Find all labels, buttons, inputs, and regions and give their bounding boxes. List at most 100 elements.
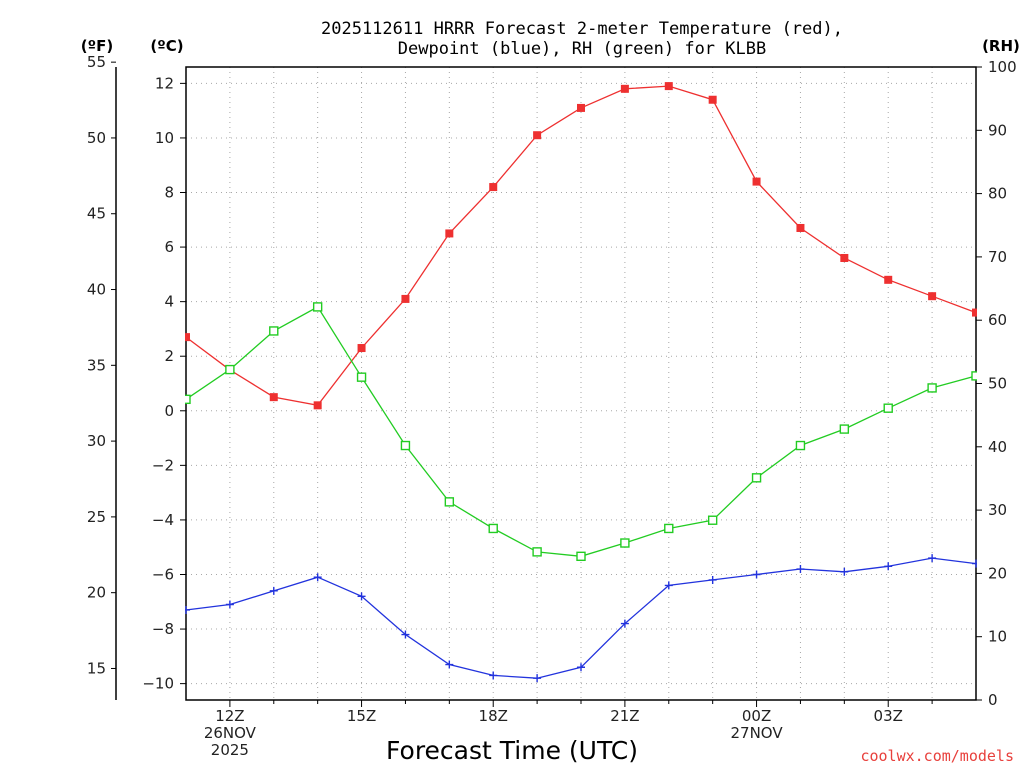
data-point bbox=[225, 600, 234, 609]
data-point bbox=[445, 229, 454, 238]
fahrenheit-tick-label: 40 bbox=[87, 281, 106, 299]
data-point bbox=[444, 497, 455, 507]
rh-tick-label: 30 bbox=[988, 501, 1007, 519]
x-tick-label: 26NOV bbox=[204, 724, 257, 742]
fahrenheit-axis-unit-label: (ºF) bbox=[81, 37, 113, 55]
data-point bbox=[927, 383, 937, 393]
data-point bbox=[796, 565, 805, 574]
x-tick-label: 00Z bbox=[742, 707, 771, 725]
rh-tick-label: 20 bbox=[988, 564, 1007, 582]
celsius-tick-label: 6 bbox=[164, 238, 174, 256]
data-point bbox=[269, 326, 279, 336]
data-point bbox=[400, 440, 411, 451]
plot-frame bbox=[185, 66, 977, 701]
series-line bbox=[185, 306, 977, 557]
celsius-tick-label: 2 bbox=[164, 347, 174, 365]
data-point bbox=[751, 473, 762, 483]
data-point bbox=[401, 630, 410, 639]
rh-tick-label: 100 bbox=[988, 58, 1017, 76]
data-point bbox=[357, 344, 366, 353]
series-2-meter-temperature bbox=[185, 82, 977, 410]
data-point bbox=[401, 294, 410, 303]
data-point bbox=[664, 82, 673, 91]
data-point bbox=[884, 275, 893, 284]
x-tick-label: 12Z bbox=[215, 707, 244, 725]
celsius-tick-label: −2 bbox=[152, 456, 174, 474]
data-point bbox=[752, 570, 761, 579]
data-point bbox=[312, 302, 323, 312]
rh-tick-label: 60 bbox=[988, 311, 1007, 329]
series-line bbox=[185, 557, 977, 679]
x-axis-title: Forecast Time (UTC) bbox=[386, 736, 638, 765]
data-point bbox=[269, 393, 278, 402]
data-point bbox=[489, 183, 498, 192]
data-point bbox=[185, 333, 190, 342]
data-point bbox=[972, 308, 977, 317]
fahrenheit-tick-label: 20 bbox=[87, 584, 106, 602]
data-point bbox=[883, 403, 893, 413]
data-point bbox=[928, 554, 937, 563]
data-point bbox=[356, 372, 367, 382]
data-point bbox=[576, 551, 586, 562]
data-point bbox=[928, 292, 937, 301]
rh-axis-unit-label: (RH) bbox=[982, 37, 1020, 55]
data-point bbox=[489, 671, 498, 680]
data-point bbox=[620, 84, 629, 93]
x-tick-label: 15Z bbox=[347, 707, 376, 725]
data-point bbox=[577, 663, 585, 672]
data-point bbox=[488, 523, 498, 534]
fahrenheit-tick-label: 15 bbox=[87, 659, 106, 677]
data-point bbox=[972, 559, 977, 568]
celsius-axis-unit-label: (ºC) bbox=[150, 37, 183, 55]
data-point bbox=[664, 523, 674, 534]
x-tick-label: 27NOV bbox=[730, 724, 783, 742]
celsius-tick-label: 10 bbox=[155, 129, 174, 147]
data-point bbox=[313, 573, 322, 582]
x-tick-label: 21Z bbox=[610, 707, 639, 725]
x-tick-label: 03Z bbox=[874, 707, 903, 725]
data-point bbox=[357, 592, 366, 601]
data-point bbox=[269, 586, 278, 595]
data-point bbox=[708, 575, 717, 584]
data-point bbox=[532, 547, 542, 557]
data-point bbox=[708, 95, 717, 104]
data-point bbox=[707, 515, 718, 525]
rh-tick-label: 10 bbox=[988, 628, 1007, 646]
grid-layer bbox=[186, 67, 976, 700]
x-tick-label: 2025 bbox=[211, 741, 249, 759]
fahrenheit-tick-label: 25 bbox=[87, 508, 106, 526]
x-tick-label: 18Z bbox=[479, 707, 508, 725]
celsius-tick-label: 0 bbox=[164, 402, 174, 420]
data-point bbox=[533, 674, 542, 683]
rh-tick-label: 40 bbox=[988, 438, 1007, 456]
fahrenheit-tick-label: 35 bbox=[87, 356, 106, 374]
chart-title-line-1: 2025112611 HRRR Forecast 2-meter Tempera… bbox=[321, 19, 843, 39]
rh-tick-label: 0 bbox=[988, 691, 998, 709]
series-rh bbox=[185, 302, 977, 562]
celsius-tick-label: 4 bbox=[164, 293, 174, 311]
data-point bbox=[225, 364, 235, 375]
data-point bbox=[884, 562, 893, 571]
site-credit: coolwx.com/models bbox=[860, 747, 1014, 765]
rh-tick-label: 70 bbox=[988, 248, 1007, 266]
series-layer bbox=[185, 82, 977, 683]
fahrenheit-tick-label: 55 bbox=[87, 53, 106, 71]
data-point bbox=[445, 660, 454, 669]
data-point bbox=[185, 394, 191, 405]
rh-tick-label: 90 bbox=[988, 121, 1007, 139]
data-point bbox=[840, 567, 849, 576]
fahrenheit-tick-label: 45 bbox=[87, 205, 106, 223]
data-point bbox=[620, 538, 630, 548]
chart-title-line-2: Dewpoint (blue), RH (green) for KLBB bbox=[398, 39, 766, 59]
data-point bbox=[840, 253, 849, 262]
data-point bbox=[795, 440, 806, 451]
data-point bbox=[185, 605, 190, 614]
data-point bbox=[796, 223, 805, 232]
fahrenheit-tick-label: 50 bbox=[87, 129, 106, 147]
data-point bbox=[752, 177, 761, 186]
celsius-tick-label: 8 bbox=[164, 184, 174, 202]
data-point bbox=[313, 401, 322, 410]
data-point bbox=[533, 131, 542, 140]
